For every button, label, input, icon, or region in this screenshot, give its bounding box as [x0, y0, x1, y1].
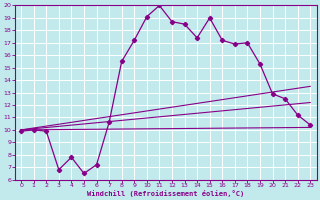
- X-axis label: Windchill (Refroidissement éolien,°C): Windchill (Refroidissement éolien,°C): [87, 190, 244, 197]
